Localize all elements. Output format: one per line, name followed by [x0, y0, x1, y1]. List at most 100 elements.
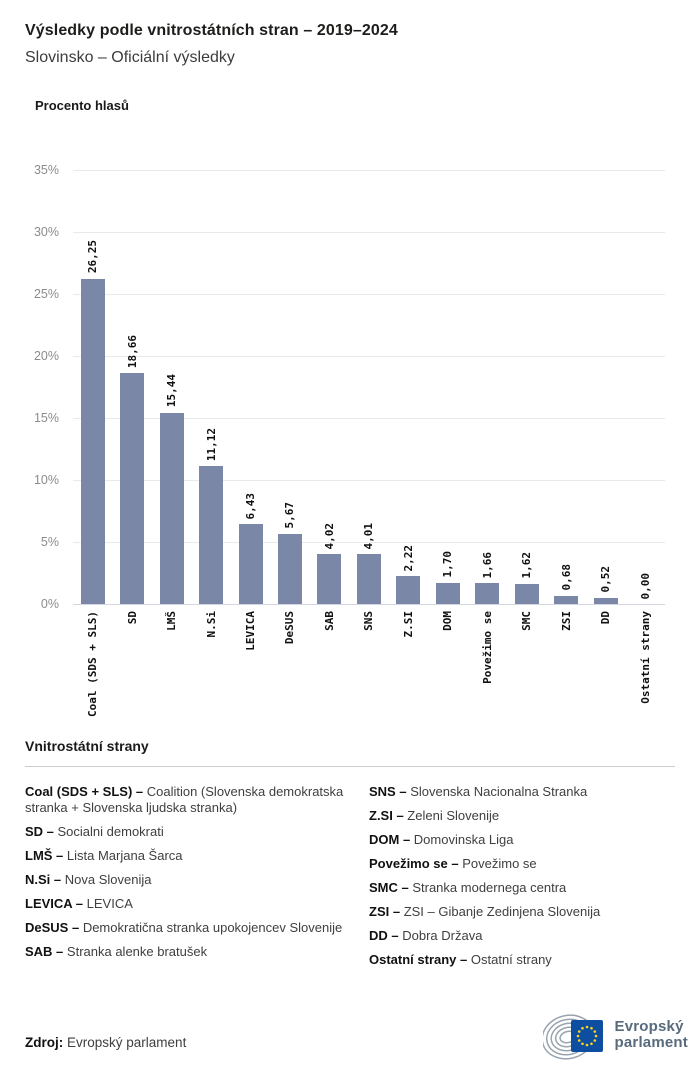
x-axis-label: SAB — [322, 611, 336, 631]
legend-item: SD – Socialni demokrati — [25, 824, 355, 840]
x-label-slot: ZSI — [553, 604, 580, 726]
bar-value-label: 2,22 — [401, 544, 415, 572]
legend-item-abbr: DOM – — [369, 832, 414, 847]
gridline — [73, 170, 665, 171]
x-label-slot: N.Si — [198, 604, 225, 726]
bar-value-label: 1,62 — [520, 552, 534, 579]
x-axis-label: DOM — [441, 611, 455, 631]
legend-item: DD – Dobra Država — [369, 928, 675, 944]
bar — [80, 278, 105, 604]
legend-item-abbr: LMŠ – — [25, 848, 67, 863]
legend-item-name: Domovinska Liga — [413, 832, 514, 847]
ep-hemicycle-icon — [542, 1014, 603, 1060]
bar-group: 26,25 — [79, 240, 106, 604]
y-tick-label: 15% — [33, 411, 59, 425]
bar-group: 6,43 — [237, 493, 264, 604]
gridline — [73, 604, 665, 605]
x-label-slot: SD — [119, 604, 146, 726]
x-axis: Coal (SDS + SLS) SD LMŠ N.Si LEVICA DeSUS SAB S… — [25, 604, 665, 726]
bar-group: 4,02 — [316, 523, 343, 604]
y-tick-label: 10% — [33, 473, 59, 487]
bar — [199, 466, 224, 604]
x-label-slot: Coal (SDS + SLS) — [79, 604, 106, 726]
gridline — [73, 294, 665, 295]
x-label-slot: DD — [592, 604, 619, 726]
eu-flag-icon — [570, 1020, 603, 1052]
y-axis-title: Procento hlasů — [35, 98, 129, 113]
bar-group: 1,66 — [474, 552, 501, 604]
x-axis-label: Ostatní strany — [638, 611, 652, 704]
x-axis-label: LEVICA — [244, 611, 258, 651]
footer: Zdroj: Evropský parlament Evropský parla… — [25, 1010, 688, 1060]
legend-item-name: Dobra Država — [402, 928, 483, 943]
plot-area: 26,25 18,66 15,44 11,12 6,43 5,67 4,02 4,01 2,22… — [73, 170, 665, 605]
bar — [277, 533, 302, 604]
x-axis-label: Coal (SDS + SLS) — [86, 611, 100, 717]
eu-star — [577, 1030, 581, 1033]
x-label-slot: Z.SI — [395, 604, 422, 726]
legend-item: LMŠ – Lista Marjana Šarca — [25, 848, 355, 864]
bar-group: 11,12 — [198, 428, 225, 604]
legend-item: ZSI – ZSI – Gibanje Zedinjena Slovenija — [369, 904, 675, 920]
x-axis-label: LMŠ — [165, 611, 179, 631]
eu-star — [580, 1042, 584, 1046]
legend-item: SNS – Slovenska Nacionalna Stranka — [369, 784, 675, 800]
eu-star — [592, 1039, 596, 1042]
legend-item: Coal (SDS + SLS) – Coalition (Slovenska … — [25, 784, 355, 816]
gridline — [73, 418, 665, 419]
eu-star — [592, 1030, 596, 1033]
x-axis-label: Z.SI — [401, 611, 415, 638]
bar-value-label: 26,25 — [86, 240, 100, 274]
legend-item-name: Zeleni Slovenije — [407, 808, 500, 823]
x-label-slot: SMC — [513, 604, 540, 726]
page-title: Výsledky podle vnitrostátních stran – 20… — [25, 22, 398, 39]
legend-item-name: Ostatní strany — [470, 952, 552, 967]
legend-item: DOM – Domovinska Liga — [369, 832, 675, 848]
bar-group: 4,01 — [355, 523, 382, 604]
legend-item-abbr: Coal (SDS + SLS) – — [25, 784, 147, 799]
x-label-slot: DOM — [434, 604, 461, 726]
bar — [356, 554, 381, 604]
bar-value-label: 6,43 — [244, 492, 258, 520]
eu-star — [589, 1026, 593, 1030]
bar-value-label: 5,67 — [283, 502, 297, 529]
x-label-slot: SNS — [355, 604, 382, 726]
legend-item: SAB – Stranka alenke bratušek — [25, 944, 355, 960]
bar — [317, 554, 342, 604]
legend-section: Vnitrostátní strany Coal (SDS + SLS) – C… — [25, 738, 675, 976]
source-text: Evropský parlament — [67, 1034, 187, 1050]
bar-group: 15,44 — [158, 374, 185, 604]
legend-item-abbr: ZSI – — [369, 904, 404, 919]
legend-item-abbr: SNS – — [369, 784, 411, 799]
x-axis-label: DD — [599, 611, 613, 625]
gridline — [73, 542, 665, 543]
eu-star — [594, 1034, 597, 1038]
legend-item: Ostatní strany – Ostatní strany — [369, 952, 675, 968]
y-tick-label: 20% — [33, 349, 59, 363]
bar-value-label: 4,02 — [322, 522, 336, 550]
gridline — [73, 356, 665, 357]
source-line: Zdroj: Evropský parlament — [25, 1021, 186, 1050]
legend-item-abbr: N.Si – — [25, 872, 65, 887]
y-axis-ticks: 0% 5% 10% 15% 20% 25% 30% 35% — [25, 163, 73, 611]
legend-item: DeSUS – Demokratična stranka upokojencev… — [25, 920, 355, 936]
legend-item: SMC – Stranka modernega centra — [369, 880, 675, 896]
legend-item: LEVICA – LEVICA — [25, 896, 355, 912]
legend-item-name: Stranka modernega centra — [412, 880, 567, 895]
legend-item-abbr: SMC – — [369, 880, 413, 895]
gridline — [73, 232, 665, 233]
x-axis-label: SNS — [362, 611, 376, 631]
legend-item-name: Nova Slovenija — [64, 872, 152, 887]
bar-chart: 0% 5% 10% 15% 20% 25% 30% 35% 26,25 18,66 15,44 11… — [25, 163, 665, 726]
bar-value-label: 0,52 — [599, 566, 613, 593]
bar-group: 2,22 — [395, 545, 422, 604]
source-label: Zdroj: — [25, 1034, 64, 1050]
x-axis-label: N.Si — [204, 611, 218, 638]
legend-item-name: Coalition (Slovenska demokratska stranka… — [25, 784, 344, 815]
legend-item-abbr: DD – — [369, 928, 403, 943]
bar — [475, 583, 500, 604]
legend-item-abbr: DeSUS – — [25, 920, 83, 935]
legend-item-name: Socialni demokrati — [57, 824, 164, 839]
eu-star — [577, 1039, 581, 1042]
x-axis-spacer — [25, 604, 73, 726]
